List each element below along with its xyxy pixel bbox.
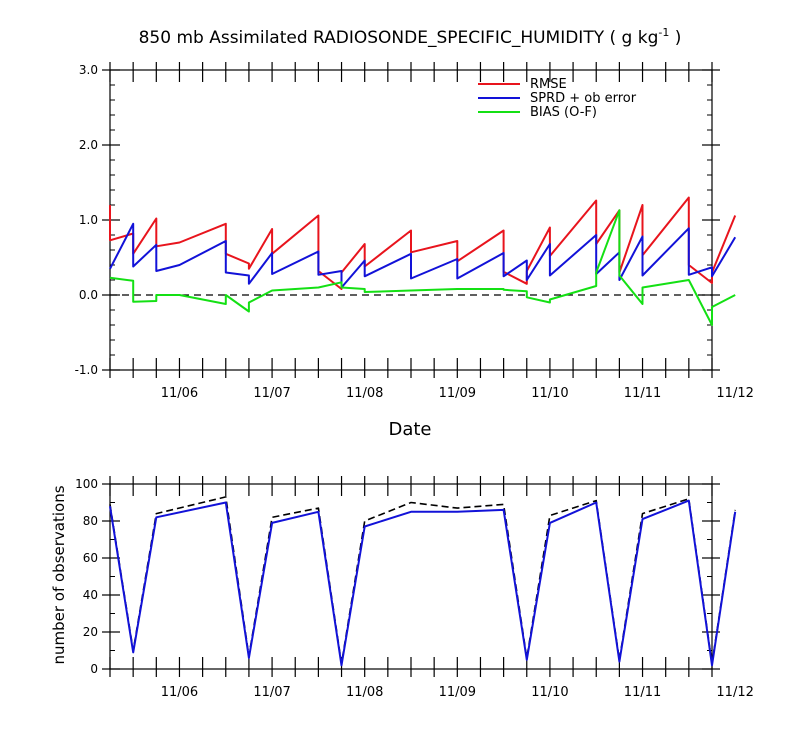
plot-frame (109, 69, 713, 371)
x-tick-label: 11/12 (716, 386, 753, 401)
top-x-axis-label: Date (388, 419, 431, 440)
x-tick-label: 11/08 (346, 685, 383, 700)
chart-title-end: ) (669, 28, 681, 48)
y-tick-label: 100 (75, 477, 98, 491)
legend-label: BIAS (O-F) (530, 105, 597, 120)
y-tick-label: 80 (83, 514, 98, 528)
bottom-panel: 0 20 40 60 80 100 11/06 11/07 11/08 11/09 11/10 11/… (75, 476, 754, 700)
legend-label: RMSE (530, 77, 567, 92)
y-tick-label: 2.0 (79, 138, 98, 152)
x-tick-label: 11/09 (439, 685, 476, 700)
y-tick-label: 0 (90, 662, 98, 676)
series-line-bias-o-f- (109, 209, 736, 326)
x-tick-label: 11/08 (346, 386, 383, 401)
series-line-sprd-ob-error (109, 222, 737, 289)
x-tick-label: 11/09 (439, 386, 476, 401)
chart-title-main: 850 mb Assimilated RADIOSONDE_SPECIFIC_H… (139, 28, 659, 48)
x-tick-label: 11/06 (161, 685, 198, 700)
y-tick-label: 20 (83, 625, 98, 639)
x-tick-label: 11/06 (161, 386, 198, 401)
x-tick-label: 11/07 (253, 685, 290, 700)
x-tick-label: 11/10 (531, 386, 568, 401)
y-tick-label: 0.0 (79, 288, 98, 302)
y-tick-label: -1.0 (75, 363, 98, 377)
y-tick-label: 60 (83, 551, 98, 565)
series-line-rmse (109, 196, 737, 290)
y-tick-label: 40 (83, 588, 98, 602)
x-tick-label: 11/11 (624, 386, 661, 401)
legend-label: SPRD + ob error (530, 91, 637, 106)
x-tick-label: 11/12 (716, 685, 753, 700)
bottom-y-axis-label: number of observations (50, 485, 68, 664)
x-tick-label: 11/10 (531, 685, 568, 700)
x-tick-label: 11/11 (624, 685, 661, 700)
top-panel: -1.0 0.0 1.0 2.0 3.0 11/06 11/07 11/08 11/09 11/1… (75, 62, 754, 401)
x-tick-label: 11/07 (253, 386, 290, 401)
y-tick-label: 3.0 (79, 63, 98, 77)
y-tick-label: 1.0 (79, 213, 98, 227)
chart-title-superscript: -1 (658, 26, 669, 39)
chart-title: 850 mb Assimilated RADIOSONDE_SPECIFIC_H… (139, 26, 682, 48)
series-line-solid-1 (109, 499, 737, 667)
